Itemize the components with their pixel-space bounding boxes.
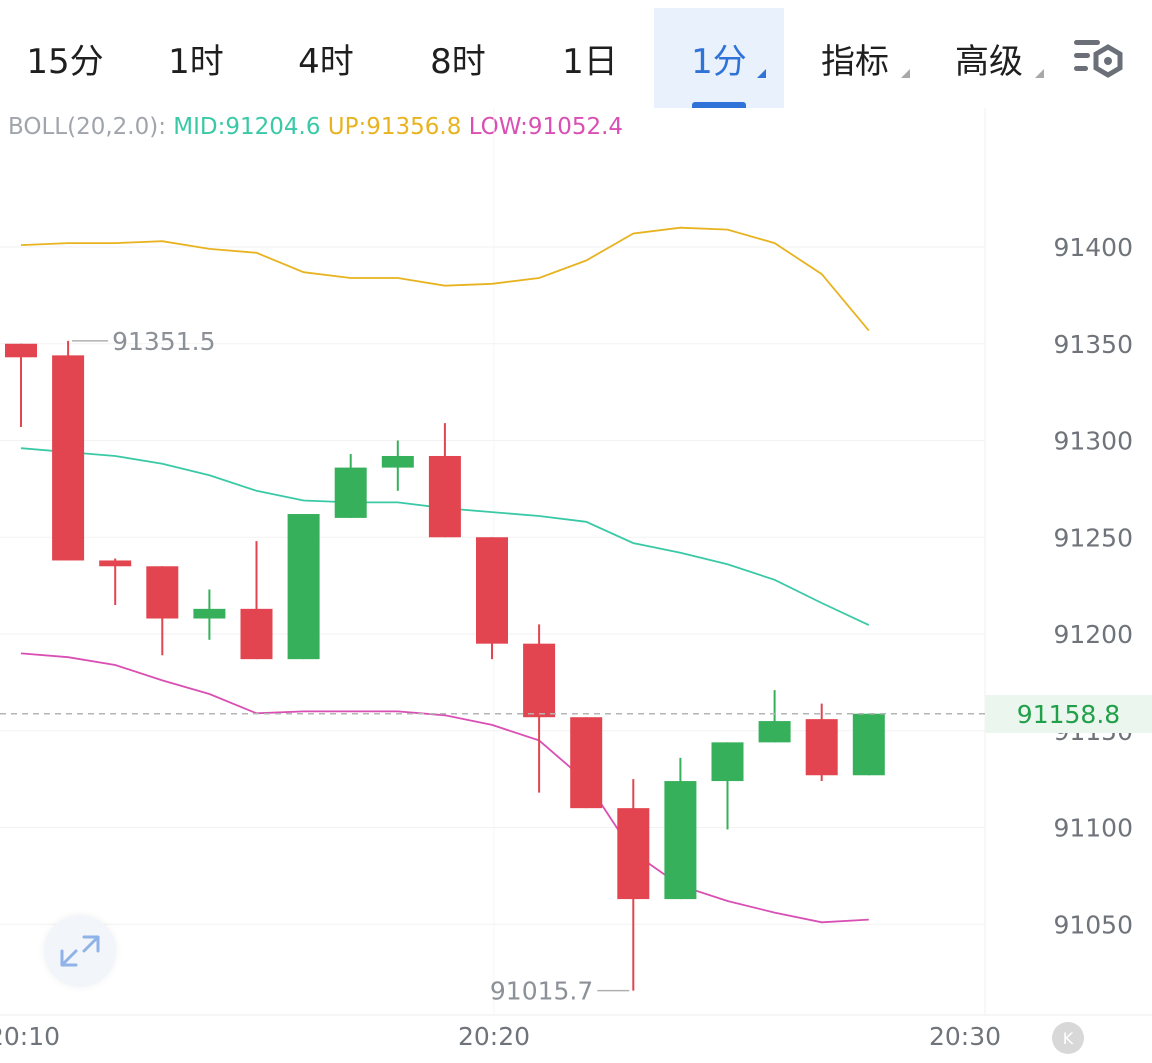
tab-label: 1时: [168, 41, 224, 82]
candle-body: [381, 455, 414, 468]
candle-body: [428, 455, 461, 538]
tab-4[interactable]: 8时: [412, 8, 504, 108]
last-price-tag: 91158.8: [985, 695, 1152, 733]
min-price-label: 91015.7: [490, 977, 593, 1006]
y-tick-label: 91300: [1053, 427, 1133, 456]
tab-label: 8时: [430, 41, 486, 82]
tab-1[interactable]: 15分: [18, 8, 112, 108]
boll-up-value: UP:91356.8: [327, 114, 462, 140]
y-tick-label: 91250: [1053, 523, 1133, 552]
x-tick-label: 20:20: [458, 1022, 530, 1051]
x-tick-label: 20:30: [929, 1022, 1001, 1051]
candle-body: [852, 713, 885, 776]
y-tick-label: 91050: [1053, 910, 1133, 939]
tab-5[interactable]: 1日: [544, 8, 636, 108]
candle-body: [711, 742, 744, 782]
tab-label: 指标: [821, 41, 889, 82]
candle-body: [570, 717, 603, 809]
tab-label: 15分: [26, 41, 104, 82]
tab-label: 1日: [562, 41, 618, 82]
chart-settings-icon[interactable]: [1072, 36, 1126, 82]
tab-2[interactable]: 1时: [150, 8, 242, 108]
y-tick-label: 91100: [1053, 814, 1133, 843]
x-tick-label: 20:10: [0, 1022, 60, 1051]
dropdown-caret-icon: [757, 69, 766, 78]
tab-label: 高级: [955, 41, 1023, 82]
candle-body: [52, 355, 85, 561]
boll-low-line: [20, 652, 869, 924]
max-price-label: 91351.5: [112, 327, 215, 356]
y-tick-label: 91350: [1053, 330, 1133, 359]
candle-body: [476, 537, 508, 644]
tab-3[interactable]: 4时: [280, 8, 372, 108]
boll-label: BOLL(20,2.0):: [8, 114, 166, 140]
candle-body: [758, 721, 791, 743]
scroll-to-latest-button[interactable]: K: [1052, 1022, 1084, 1054]
candle-body: [334, 467, 367, 518]
candle-body: [146, 566, 179, 619]
candle-body: [664, 781, 697, 900]
candle-body: [193, 608, 226, 619]
tab-6[interactable]: 1分: [654, 8, 784, 108]
candle-body: [240, 608, 273, 660]
timeframe-tab-bar: 15分 1时 4时 8时 1日 1分 指标 高级: [0, 0, 1152, 108]
y-tick-label: 91200: [1053, 620, 1133, 649]
candle-body: [805, 719, 838, 776]
y-tick-label: 91400: [1053, 233, 1133, 262]
boll-mid-value: MID:91204.6: [173, 114, 321, 140]
dropdown-caret-icon: [901, 69, 910, 78]
candlestick-chart[interactable]: 9140091350913009125091200911509110091050…: [0, 108, 1152, 1063]
dropdown-caret-icon: [1035, 69, 1044, 78]
boll-up-line: [20, 226, 870, 332]
tab-8[interactable]: 高级: [924, 8, 1054, 108]
expand-arrows-icon[interactable]: [44, 915, 116, 987]
candle-body: [523, 643, 556, 718]
candle-body: [287, 514, 320, 660]
tab-label: 4时: [298, 41, 354, 82]
active-tab-indicator: [692, 102, 746, 108]
candle-body: [99, 560, 132, 567]
tab-7[interactable]: 指标: [790, 8, 920, 108]
candle-body: [617, 808, 650, 900]
candle-body: [5, 343, 37, 358]
tab-label: 1分: [691, 41, 747, 82]
